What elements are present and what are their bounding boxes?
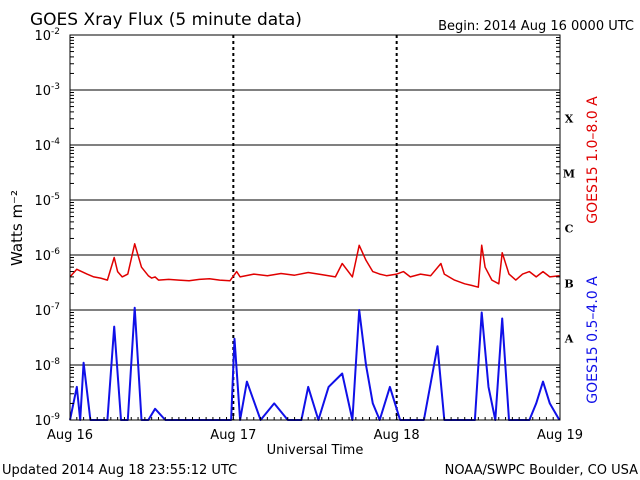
x-tick-label: Aug 18 — [374, 428, 420, 443]
y-axis-label: Watts m⁻² — [8, 190, 26, 266]
y-tick-label: 10-5 — [34, 192, 60, 209]
y-tick-label: 10-3 — [34, 82, 60, 99]
chart-title: GOES Xray Flux (5 minute data) — [30, 10, 302, 30]
flare-class-label: A — [564, 333, 574, 346]
flare-class-label: C — [565, 223, 574, 236]
y-tick-label: 10-8 — [34, 357, 60, 374]
y-tick-label: 10-6 — [34, 247, 60, 264]
legend-long-channel: GOES15 1.0–8.0 A — [585, 96, 601, 224]
x-tick-label: Aug 16 — [47, 428, 93, 443]
credit-label: NOAA/SWPC Boulder, CO USA — [445, 463, 638, 478]
legend-short-channel: GOES15 0.5–4.0 A — [585, 276, 601, 404]
x-axis-label: Universal Time — [267, 443, 364, 458]
flare-class-label: X — [565, 113, 574, 126]
y-tick-label: 10-4 — [34, 137, 60, 154]
updated-timestamp: Updated 2014 Aug 18 23:55:12 UTC — [2, 463, 237, 478]
begin-label: Begin: 2014 Aug 16 0000 UTC — [438, 19, 634, 34]
series-long-channel — [69, 243, 560, 288]
x-tick-label: Aug 17 — [210, 428, 256, 443]
y-tick-label: 10-2 — [34, 27, 60, 44]
flare-class-label: M — [563, 168, 575, 181]
y-tick-label: 10-9 — [34, 412, 60, 429]
flare-class-label: B — [564, 278, 573, 291]
y-tick-label: 10-7 — [34, 302, 60, 319]
x-tick-label: Aug 19 — [537, 428, 583, 443]
series-short-channel — [69, 306, 561, 421]
